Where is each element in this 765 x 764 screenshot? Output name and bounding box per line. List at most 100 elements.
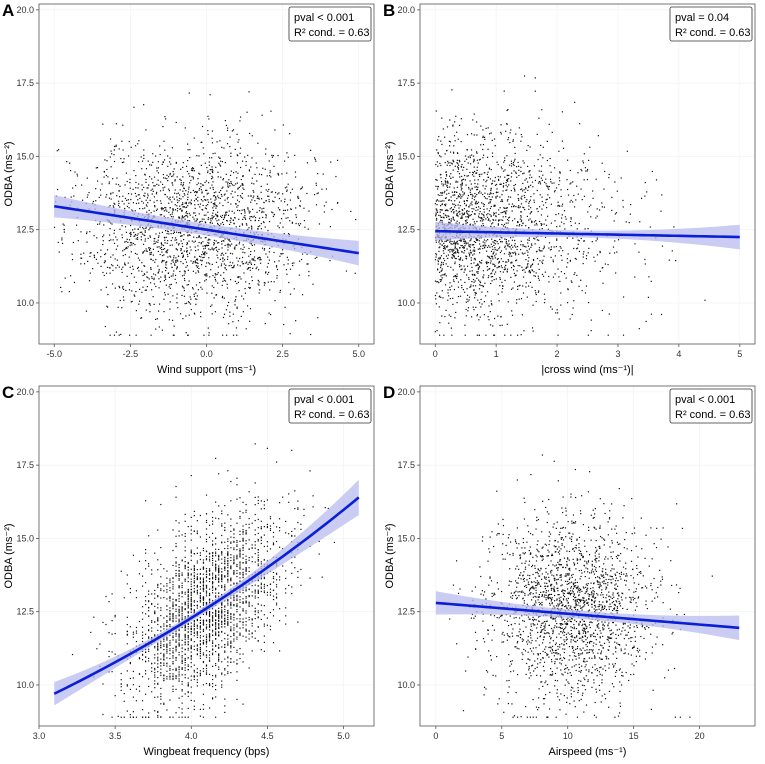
data-point [110,198,112,200]
data-point [226,219,228,222]
data-point [212,212,214,214]
data-point [572,237,574,239]
data-point [481,220,483,222]
data-point [63,228,65,231]
data-point [112,178,114,180]
data-point [514,239,516,242]
data-point [460,240,462,242]
data-point [645,320,647,323]
data-point [493,251,495,253]
data-point [444,181,447,183]
data-point [212,207,214,209]
data-point [190,594,192,596]
data-point [159,247,161,249]
data-point [112,192,114,194]
data-point [146,211,148,213]
data-point [490,243,492,245]
data-point [474,192,476,195]
data-point [190,308,192,311]
data-point [178,654,180,656]
data-point [483,208,485,211]
data-point [156,170,158,172]
data-point [590,330,592,332]
data-point [436,292,438,294]
data-point [152,273,155,275]
data-point [317,317,319,319]
data-point [211,618,214,620]
data-point [222,260,224,262]
data-point [542,259,544,261]
data-point [496,267,498,269]
data-point [468,253,471,256]
data-point [235,296,237,298]
data-point [507,174,509,177]
data-point [123,161,125,163]
data-point [215,207,217,209]
data-point [248,261,250,264]
data-point [201,192,203,194]
data-point [524,252,526,254]
data-point [256,203,258,205]
data-point [583,240,585,242]
data-point [449,208,451,210]
data-point [446,216,448,218]
data-point [205,571,208,573]
data-point [517,206,519,208]
data-point [254,217,257,219]
data-point [532,186,534,188]
data-point [164,206,166,209]
data-point [438,306,440,308]
data-point [157,272,159,274]
data-point [186,215,188,217]
data-point [294,528,296,530]
data-point [251,244,253,247]
data-point [161,183,164,186]
data-point [122,254,124,257]
data-point [473,240,475,243]
data-point [452,303,454,305]
data-point [157,239,159,241]
data-point [138,270,140,272]
data-point [470,133,473,135]
data-point [203,195,205,198]
data-point [236,659,238,661]
data-point [465,315,467,317]
data-point [180,247,182,250]
data-point [497,243,499,245]
data-point [200,237,202,239]
data-point [521,266,523,268]
data-point [500,250,503,252]
data-point [560,304,562,306]
data-point [206,245,209,247]
data-point [187,143,189,145]
data-point [463,252,465,254]
data-point [450,207,453,209]
data-point [235,226,237,228]
data-point [463,166,465,168]
data-point [506,210,508,212]
data-point [224,504,226,507]
data-point [506,243,508,245]
x-tick-label: 3 [615,349,620,359]
data-point [183,193,185,195]
data-point [166,252,168,254]
data-point [141,659,144,661]
data-point [449,240,451,242]
data-point [178,530,180,532]
data-point [230,170,232,172]
data-point [181,690,183,692]
data-point [585,170,587,172]
data-point [536,250,538,252]
data-point [208,182,210,184]
data-point [441,274,443,276]
data-point [170,283,172,286]
data-point [542,174,544,176]
data-point [154,185,156,187]
data-point [199,311,202,313]
data-point [491,223,493,225]
data-point [474,257,476,260]
data-point [471,197,473,199]
data-point [531,263,533,266]
data-point [485,261,487,264]
data-point [163,640,165,642]
